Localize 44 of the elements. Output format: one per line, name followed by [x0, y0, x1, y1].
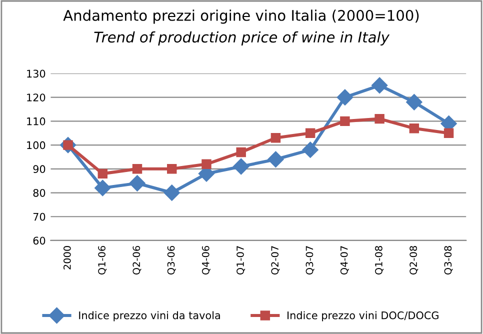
x-tick-label: Q3-07 — [306, 246, 314, 275]
legend-label: Indice prezzo vini da tavola — [79, 311, 220, 322]
point — [336, 89, 354, 106]
point — [302, 142, 318, 158]
point — [371, 77, 388, 94]
point — [132, 164, 142, 174]
point — [236, 147, 246, 158]
chart-subtitle: Trend of production price of wine in Italy — [94, 31, 390, 46]
x-tick-label: Q1-08 — [375, 246, 384, 275]
x-tick-label: Q2-08 — [410, 246, 418, 275]
point — [202, 159, 212, 169]
point — [340, 116, 350, 126]
y-tick-label: 80 — [33, 188, 46, 197]
point — [94, 180, 111, 196]
x-tick-label: Q3-08 — [444, 246, 453, 275]
point — [305, 128, 316, 138]
y-tick-label: 130 — [27, 70, 46, 78]
x-tick-label: Q1-07 — [236, 246, 246, 275]
x-tick-label: Q1-06 — [98, 246, 107, 275]
x-tick-label: Q2-07 — [271, 246, 280, 275]
y-tick-label: 100 — [27, 141, 46, 150]
point — [98, 168, 108, 179]
y-tick-label: 70 — [33, 212, 46, 221]
point — [270, 133, 281, 143]
y-tick-label: 110 — [27, 117, 46, 126]
x-tick-label: Q4-06 — [202, 246, 210, 275]
x-tick-label: Q2-06 — [132, 246, 142, 275]
chart-title: Andamento prezzi origine vino Italia (2000=100) — [63, 10, 419, 24]
point — [167, 164, 177, 174]
point — [268, 151, 284, 168]
point — [233, 158, 250, 175]
point — [406, 94, 422, 110]
y-tick-label: 90 — [33, 165, 46, 174]
point — [374, 114, 384, 124]
x-tick-label: Q3-06 — [167, 246, 176, 275]
point — [129, 175, 146, 192]
y-tick-label: 120 — [27, 94, 46, 102]
point — [164, 184, 180, 201]
point — [409, 123, 420, 134]
point — [444, 128, 454, 138]
y-tick-label: 60 — [33, 236, 46, 245]
legend-label: Indice prezzo vini DOC/DOCG — [288, 311, 438, 322]
x-tick-label: 2000 — [63, 246, 71, 270]
x-tick-label: Q4-07 — [340, 246, 349, 275]
